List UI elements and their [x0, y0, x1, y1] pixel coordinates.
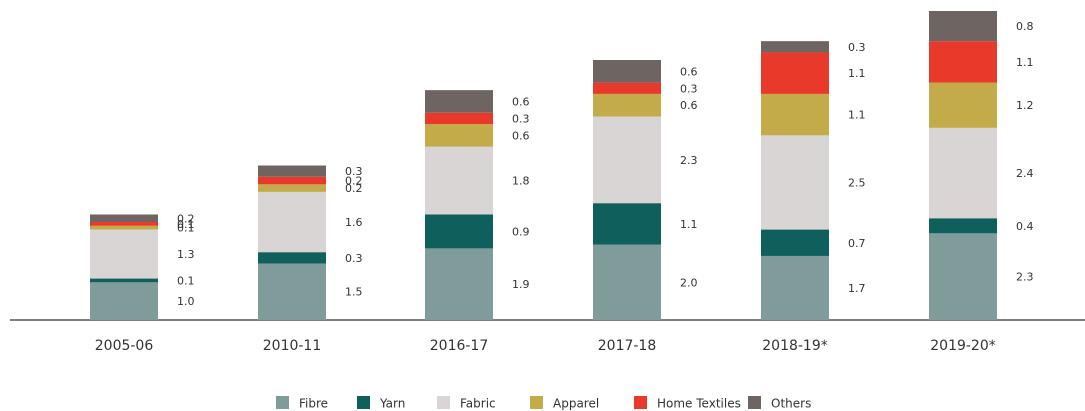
bar-segment — [425, 90, 493, 113]
value-label: 0.1 — [177, 274, 195, 287]
legend-swatch — [634, 396, 647, 409]
value-label: 2.5 — [848, 176, 866, 189]
bar-segment — [425, 124, 493, 147]
legend-swatch — [276, 396, 289, 409]
legend-swatch — [357, 396, 370, 409]
bar-segment — [425, 248, 493, 320]
value-label: 0.3 — [680, 82, 698, 95]
bar-segment — [929, 11, 997, 42]
value-label: 0.3 — [345, 252, 363, 265]
bar-segment — [90, 214, 158, 223]
bar-segment — [761, 255, 829, 320]
value-label: 0.3 — [512, 112, 530, 125]
bar-segment — [425, 112, 493, 125]
value-label: 1.1 — [1016, 56, 1034, 69]
bar-segment — [90, 282, 158, 320]
bar-segment — [258, 263, 326, 320]
value-label: 1.1 — [848, 67, 866, 80]
value-label: 0.7 — [848, 237, 866, 250]
value-label: 0.3 — [345, 165, 363, 178]
bar-segment — [593, 203, 661, 245]
bar-segment — [258, 176, 326, 185]
bar-segment — [593, 116, 661, 204]
bar-segment — [929, 127, 997, 219]
value-label: 0.1 — [177, 222, 195, 235]
bar-segment — [761, 135, 829, 230]
value-label: 0.6 — [680, 65, 698, 78]
bar-segment — [593, 59, 661, 83]
bar-segment — [593, 93, 661, 117]
x-tick-label: 2017-18 — [598, 338, 657, 354]
bar-segment — [90, 278, 158, 283]
legend-label: Others — [771, 397, 811, 411]
bar-segment — [258, 184, 326, 192]
value-label: 1.1 — [680, 218, 698, 231]
value-label: 0.2 — [345, 182, 363, 195]
bar-segment — [929, 233, 997, 320]
bar-segment — [258, 191, 326, 253]
x-tick-label: 2018-19* — [762, 338, 828, 354]
bar-segment — [929, 41, 997, 83]
value-label: 1.7 — [848, 282, 866, 295]
legend-swatch — [748, 396, 761, 409]
x-tick-label: 2010-11 — [263, 338, 322, 354]
bar-segment — [90, 222, 158, 226]
value-label: 0.3 — [848, 41, 866, 54]
bar-segment — [761, 229, 829, 256]
value-label: 1.6 — [345, 216, 363, 229]
value-label: 0.6 — [512, 129, 530, 142]
legend-swatch — [437, 396, 450, 409]
value-label: 0.1 — [177, 218, 195, 231]
value-label: 1.8 — [512, 175, 530, 188]
value-label: 1.2 — [1016, 99, 1034, 112]
bar-segment — [929, 218, 997, 234]
value-label: 0.6 — [680, 99, 698, 112]
value-label: 0.8 — [1016, 20, 1034, 33]
bar-segment — [425, 214, 493, 249]
legend-label: Fibre — [299, 397, 328, 411]
bar-segment — [90, 229, 158, 279]
x-tick-label: 2016-17 — [430, 338, 489, 354]
bar-segment — [593, 244, 661, 320]
bar-segment — [929, 82, 997, 128]
value-label: 1.3 — [177, 248, 195, 261]
bar-segment — [258, 165, 326, 177]
bar-segment — [761, 93, 829, 136]
bar-segment — [761, 52, 829, 94]
legend-label: Fabric — [460, 397, 496, 411]
legend-label: Apparel — [553, 397, 599, 411]
value-label: 2.0 — [680, 276, 698, 289]
value-label: 1.1 — [848, 109, 866, 122]
value-label: 0.4 — [1016, 220, 1034, 233]
value-label: 1.5 — [345, 286, 363, 299]
legend-label: Home Textiles — [657, 397, 741, 411]
bar-segment — [761, 41, 829, 53]
value-label: 2.3 — [680, 154, 698, 167]
value-label: 0.6 — [512, 95, 530, 108]
bar-segment — [593, 82, 661, 94]
value-label: 2.3 — [1016, 271, 1034, 284]
value-label: 0.2 — [177, 212, 195, 225]
bar-segment — [258, 252, 326, 264]
value-label: 1.9 — [512, 278, 530, 291]
value-label: 2.4 — [1016, 167, 1034, 180]
x-tick-label: 2005-06 — [95, 338, 154, 354]
value-label: 0.2 — [345, 175, 363, 188]
value-label: 1.0 — [177, 295, 195, 308]
bar-segment — [90, 225, 158, 230]
value-label: 0.9 — [512, 225, 530, 238]
bar-segment — [425, 146, 493, 215]
legend-swatch — [530, 396, 543, 409]
x-tick-label: 2019-20* — [930, 338, 996, 354]
legend-label: Yarn — [379, 397, 405, 411]
